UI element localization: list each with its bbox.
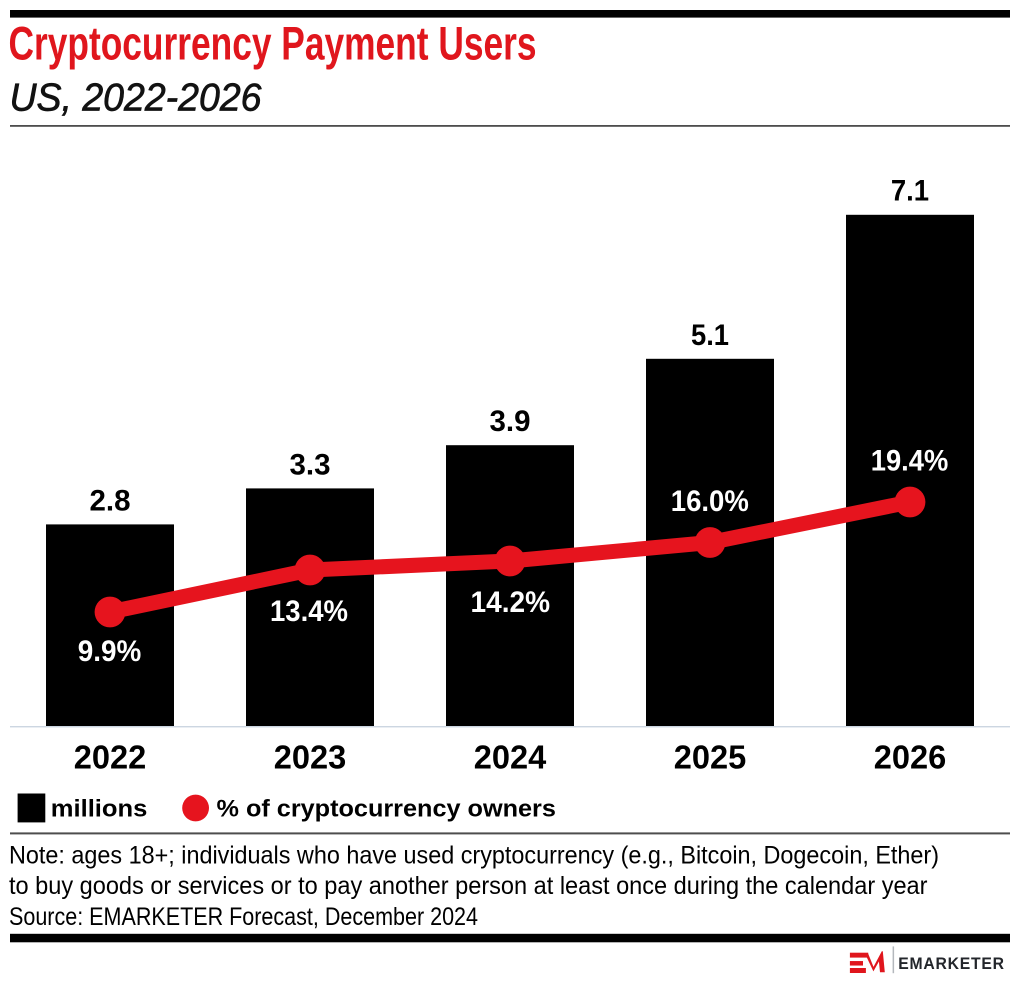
svg-text:millions: millions <box>51 796 148 823</box>
svg-text:7.1: 7.1 <box>891 174 929 207</box>
svg-text:2024: 2024 <box>474 739 547 776</box>
svg-text:19.4%: 19.4% <box>871 445 949 478</box>
svg-text:3.9: 3.9 <box>490 405 531 438</box>
svg-text:Note: ages 18+; individuals wh: Note: ages 18+; individuals who have use… <box>9 842 939 869</box>
svg-text:Source: EMARKETER Forecast, De: Source: EMARKETER Forecast, December 202… <box>9 904 478 931</box>
svg-text:16.0%: 16.0% <box>671 485 749 518</box>
svg-text:2.8: 2.8 <box>90 485 131 518</box>
svg-text:2023: 2023 <box>274 739 347 776</box>
svg-text:14.2%: 14.2% <box>471 586 551 619</box>
svg-text:US, 2022-2026: US, 2022-2026 <box>10 76 263 119</box>
svg-text:2026: 2026 <box>874 739 947 776</box>
svg-text:3.3: 3.3 <box>290 449 331 482</box>
svg-text:2022: 2022 <box>74 739 147 776</box>
svg-text:to buy goods or services or to: to buy goods or services or to pay anoth… <box>9 873 928 900</box>
svg-text:Cryptocurrency Payment Users: Cryptocurrency Payment Users <box>9 17 537 70</box>
svg-text:% of cryptocurrency owners: % of cryptocurrency owners <box>217 796 556 823</box>
svg-text:2025: 2025 <box>674 739 747 776</box>
svg-text:EMARKETER: EMARKETER <box>898 955 1005 973</box>
svg-text:5.1: 5.1 <box>691 319 729 352</box>
svg-text:9.9%: 9.9% <box>78 635 142 668</box>
svg-text:13.4%: 13.4% <box>270 595 348 628</box>
